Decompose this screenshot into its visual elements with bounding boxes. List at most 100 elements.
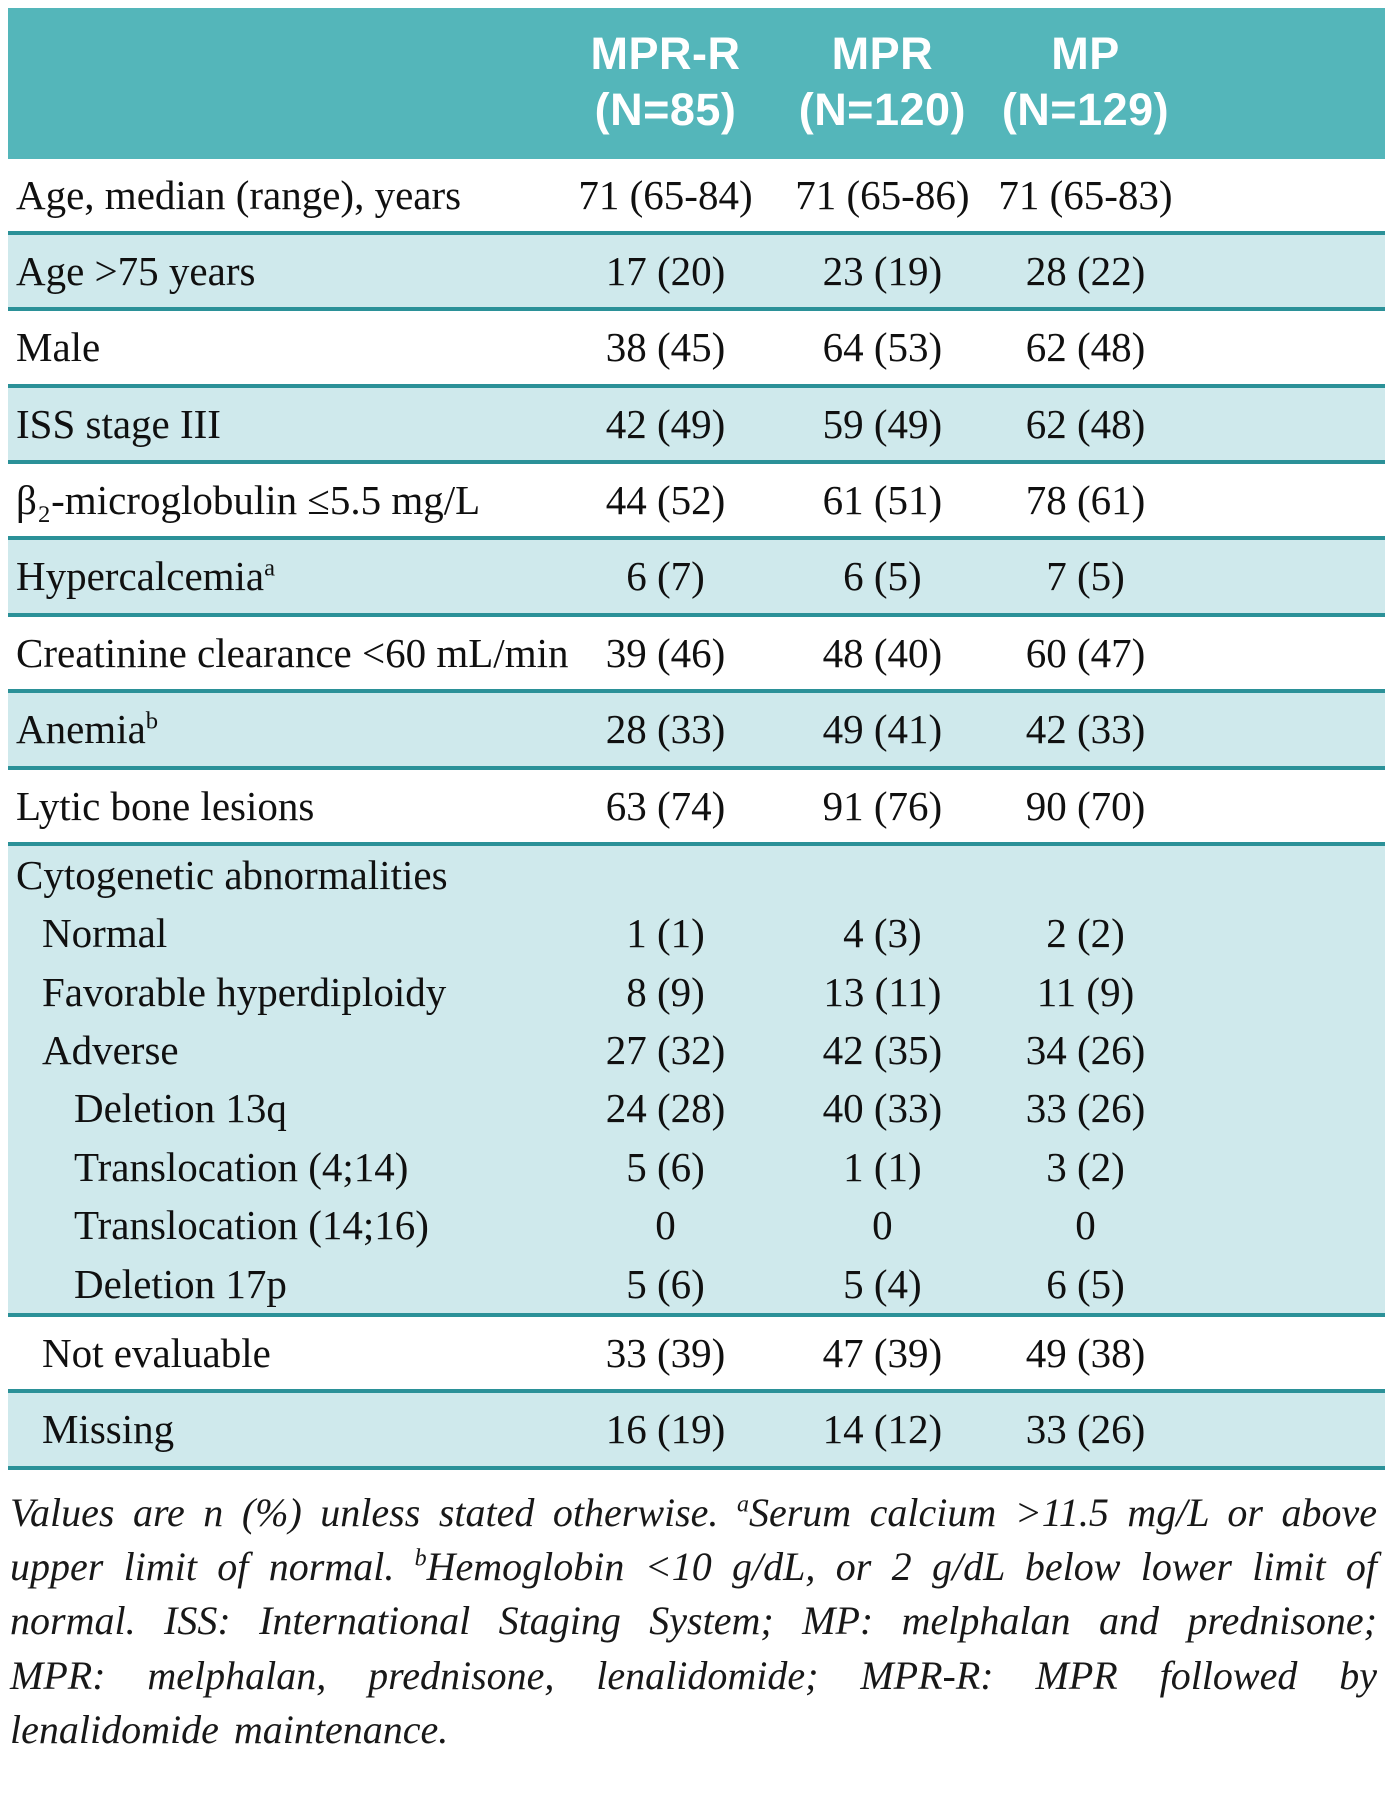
- row-label: Missing: [42, 1406, 175, 1453]
- table-footnote: Values are n (%) unless stated otherwise…: [8, 1470, 1385, 1772]
- row-value: 0: [655, 1202, 676, 1249]
- table-row: Favorable hyperdiploidy 8 (9) 13 (11) 11 (9…: [8, 962, 1385, 1021]
- row-label: Deletion 13q: [74, 1085, 287, 1132]
- table-body: Age, median (range), years 71 (65-84) 71 (…: [8, 159, 1385, 1470]
- row-value: 44 (52): [605, 477, 726, 523]
- row-value: 6 (7): [626, 553, 705, 600]
- row-value: 91 (76): [822, 782, 943, 829]
- row-value: 49 (41): [822, 706, 943, 753]
- row-value: 38 (45): [605, 324, 726, 371]
- table-row: β₂-microglobulin ≤5.5 mg/L 44 (52) 61 (51)…: [8, 464, 1385, 541]
- column-name: MPR: [831, 28, 934, 79]
- table-header: MPR-R (N=85) MPR (N=120) MP (N=129): [8, 8, 1385, 159]
- table-row: Normal 1 (1) 4 (3) 2 (2): [8, 904, 1385, 963]
- table-row: Translocation (4;14) 5 (6) 1 (1) 3 (2): [8, 1137, 1385, 1197]
- row-value: 34 (26): [1025, 1027, 1146, 1073]
- row-label: Hypercalcemiaa: [16, 553, 276, 600]
- row-value: 40 (33): [822, 1085, 943, 1132]
- footnote-text: Hemoglobin <10 g/dL, or 2 g/dL below low…: [10, 1544, 1378, 1753]
- row-value: 42 (49): [605, 400, 726, 447]
- row-label: Age >75 years: [16, 247, 256, 294]
- footnote-text: Values are n (%) unless stated otherwise…: [10, 1489, 737, 1535]
- footnote-marker: b: [145, 707, 159, 735]
- row-value: 42 (33): [1025, 706, 1146, 753]
- row-value: 33 (26): [1025, 1085, 1146, 1132]
- row-value: 4 (3): [843, 910, 922, 957]
- header-spacer-left: [8, 26, 559, 139]
- row-value: 62 (48): [1025, 400, 1146, 447]
- row-value: 5 (6): [626, 1260, 705, 1307]
- table-row: Not evaluable 33 (39) 47 (39) 49 (38): [8, 1317, 1385, 1394]
- row-value: 16 (19): [605, 1406, 726, 1453]
- row-value: 8 (9): [626, 968, 705, 1015]
- row-value: 6 (5): [843, 553, 922, 600]
- column-n: (N=85): [594, 84, 737, 136]
- row-value: 71 (65-84): [578, 171, 753, 218]
- table-row: Lytic bone lesions 63 (74) 91 (76) 90 (70): [8, 770, 1385, 846]
- table-row: Translocation (14;16) 0 0 0: [8, 1196, 1385, 1255]
- table-row: Adverse 27 (32) 42 (35) 34 (26): [8, 1021, 1385, 1080]
- column-header-mp: MP (N=129): [993, 26, 1179, 139]
- header-spacer-right: [1178, 26, 1385, 139]
- row-label: Cytogenetic abnormalities: [16, 851, 448, 898]
- table-row: Missing 16 (19) 14 (12) 33 (26): [8, 1393, 1385, 1470]
- table-row: Age, median (range), years 71 (65-84) 71 (…: [8, 159, 1385, 235]
- row-value: 59 (49): [822, 400, 943, 447]
- row-value: 27 (32): [605, 1027, 726, 1073]
- row-value: 5 (4): [843, 1260, 922, 1307]
- row-label: β₂-microglobulin ≤5.5 mg/L: [16, 477, 481, 523]
- row-value: 28 (22): [1025, 247, 1146, 294]
- row-value: 3 (2): [1046, 1143, 1125, 1190]
- table-row: Hypercalcemiaa 6 (7) 6 (5) 7 (5): [8, 540, 1385, 617]
- row-value: 1 (1): [626, 910, 705, 957]
- row-value: 60 (47): [1025, 629, 1146, 676]
- column-name: MPR-R: [590, 28, 741, 79]
- row-value: 90 (70): [1025, 782, 1146, 829]
- row-value: 17 (20): [605, 247, 726, 294]
- table-row: Male 38 (45) 64 (53) 62 (48): [8, 311, 1385, 388]
- row-value: 62 (48): [1025, 324, 1146, 371]
- table-row: Deletion 17p 5 (6) 5 (4) 6 (5): [8, 1254, 1385, 1317]
- row-label: ISS stage III: [16, 400, 221, 447]
- row-label: Not evaluable: [42, 1329, 271, 1376]
- row-value: 39 (46): [605, 629, 726, 676]
- table-row: Anemiab 28 (33) 49 (41) 42 (33): [8, 693, 1385, 770]
- column-header-mpr-r: MPR-R (N=85): [559, 26, 772, 139]
- row-value: 33 (26): [1025, 1406, 1146, 1453]
- row-value: 11 (9): [1036, 968, 1135, 1015]
- row-label: Creatinine clearance <60 mL/min: [16, 629, 569, 676]
- row-value: 71 (65-83): [998, 171, 1173, 218]
- row-label: Translocation (4;14): [74, 1143, 409, 1190]
- row-value: 23 (19): [822, 247, 943, 294]
- row-value: 42 (35): [822, 1027, 943, 1073]
- row-value: 5 (6): [626, 1143, 705, 1190]
- table-row: Deletion 13q 24 (28) 40 (33) 33 (26): [8, 1079, 1385, 1138]
- row-value: 1 (1): [843, 1143, 922, 1190]
- row-value: 78 (61): [1025, 477, 1146, 523]
- row-value: 28 (33): [605, 706, 726, 753]
- footnote-text: Serum calcium >11.5 mg/L or above upper …: [10, 1489, 1377, 1590]
- row-value: 63 (74): [605, 782, 726, 829]
- row-value: 64 (53): [822, 324, 943, 371]
- row-value: 47 (39): [822, 1329, 943, 1376]
- footnote-marker: a: [264, 554, 276, 582]
- row-value: 49 (38): [1025, 1329, 1146, 1376]
- footnote-marker: b: [414, 1545, 427, 1572]
- table-row: Cytogenetic abnormalities: [8, 845, 1385, 905]
- row-label: Age, median (range), years: [16, 171, 462, 218]
- row-label: Anemiab: [16, 706, 159, 753]
- row-value: 13 (11): [823, 968, 942, 1015]
- column-n: (N=120): [798, 84, 967, 136]
- column-name: MP: [1051, 28, 1120, 79]
- row-label: Adverse: [42, 1027, 179, 1073]
- row-value: 61 (51): [822, 477, 943, 523]
- row-label: Lytic bone lesions: [16, 782, 315, 829]
- row-value: 71 (65-86): [795, 171, 970, 218]
- table-row: ISS stage III 42 (49) 59 (49) 62 (48): [8, 387, 1385, 464]
- row-label: Favorable hyperdiploidy: [42, 968, 447, 1015]
- row-value: 48 (40): [822, 629, 943, 676]
- row-value: 7 (5): [1046, 553, 1125, 600]
- column-n: (N=129): [1001, 84, 1170, 136]
- row-label: Translocation (14;16): [74, 1202, 429, 1249]
